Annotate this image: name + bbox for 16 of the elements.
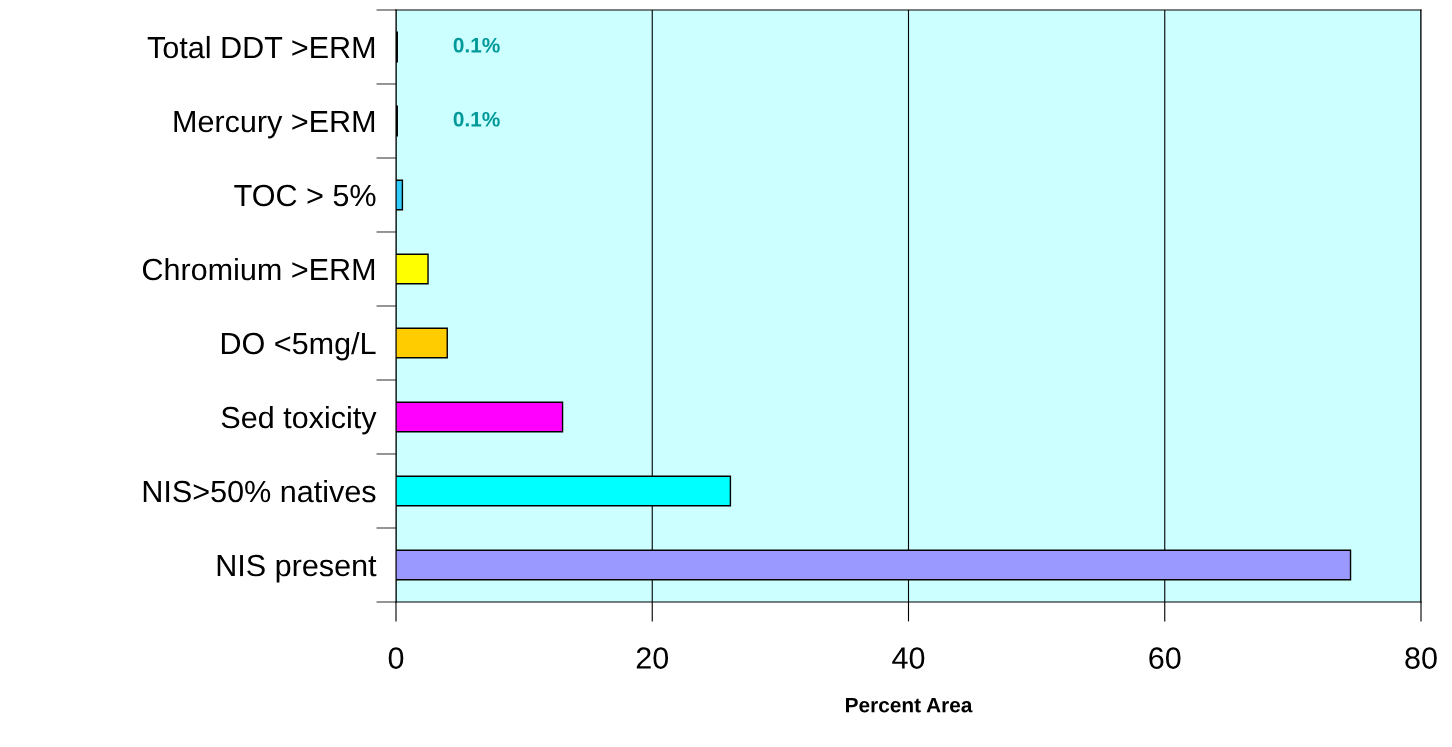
y-tick-label: NIS>50% natives [143, 479, 376, 503]
x-tick-label: 60 [1149, 647, 1181, 669]
x-tick-label: 20 [636, 647, 669, 669]
data-label: 0.1% [453, 37, 500, 53]
y-tick-label: Chromium >ERM [142, 257, 375, 281]
y-tick-label: Total DDT >ERM [147, 35, 375, 59]
y-tick-label: Mercury >ERM [174, 111, 375, 139]
x-tick-label: 0 [388, 647, 404, 669]
x-tick-label: 40 [892, 647, 925, 669]
y-tick-label: Sed toxicity [221, 405, 377, 435]
y-tick-label: DO <5mg/L [221, 331, 376, 361]
y-tick-label: TOC > 5% [234, 184, 376, 207]
data-label: 0.1% [453, 111, 500, 127]
x-tick-label: 80 [1405, 647, 1437, 669]
x-axis-title: Percent Area [846, 697, 973, 713]
y-tick-label: NIS present [217, 554, 377, 583]
